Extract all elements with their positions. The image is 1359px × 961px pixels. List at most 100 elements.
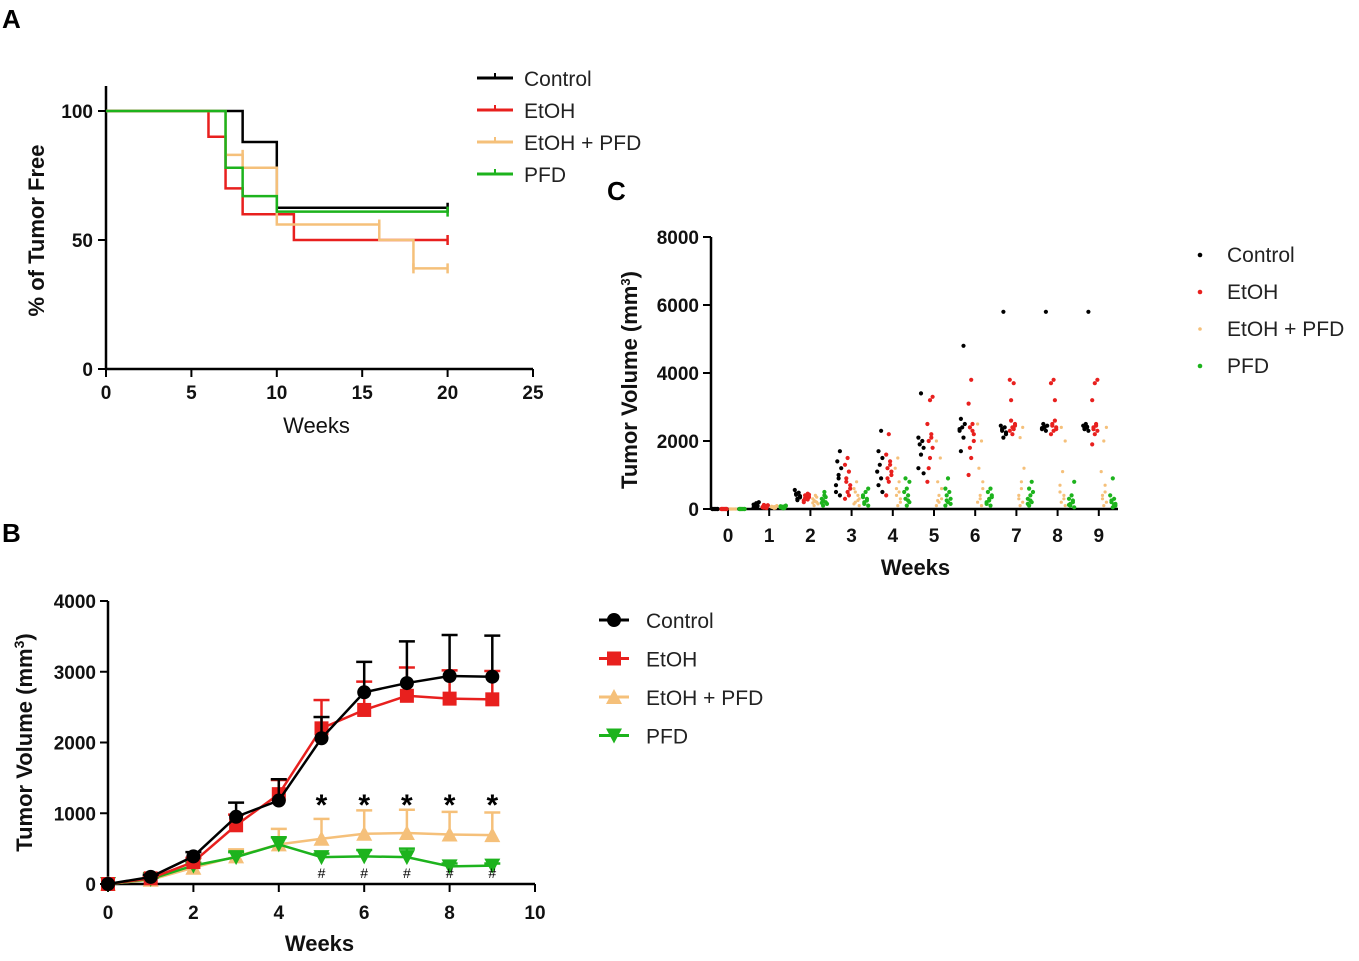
scatter-point-etoh_pfd — [1062, 493, 1066, 497]
scatter-point-pfd — [738, 506, 743, 512]
legend-label-control: Control — [646, 610, 714, 633]
y-tick-label: 3000 — [54, 663, 96, 684]
scatter-point-pfd — [1110, 476, 1115, 481]
significance-hash: # — [318, 865, 326, 881]
scatter-point-etoh_pfd — [1104, 500, 1108, 504]
scatter-point-etoh_pfd — [981, 487, 985, 491]
scatter-point-etoh — [844, 479, 849, 484]
scatter-point-control — [837, 449, 843, 454]
scatter-point-etoh — [845, 455, 850, 461]
scatter-point-control — [1086, 428, 1091, 433]
scatter-point-etoh_pfd — [981, 480, 985, 484]
scatter-point-etoh_pfd — [979, 439, 984, 443]
scatter-point-control — [876, 483, 881, 488]
tumor-volume-scatter-chart: 0 1 2 3 4 5 6 7 8 9 0 2000 4000 6000 8000 Weeks Tumor Vo… — [617, 228, 1344, 580]
scatter-point-etoh_pfd — [1059, 500, 1063, 504]
scatter-point-pfd — [945, 476, 951, 481]
scatter-point-etoh — [1048, 432, 1054, 437]
data-point-control — [357, 685, 372, 700]
data-point-pfd — [484, 858, 501, 874]
scatter-point-etoh_pfd — [940, 487, 944, 491]
scatter-point-pfd — [944, 498, 949, 503]
scatter-point-etoh — [1051, 377, 1056, 382]
significance-hash: # — [488, 865, 496, 881]
scatter-point-etoh — [885, 466, 890, 471]
scatter-point-etoh — [929, 432, 934, 437]
scatter-point-pfd — [822, 489, 827, 495]
scatter-point-pfd — [989, 495, 994, 500]
y-tick-label: 4000 — [657, 364, 699, 385]
scatter-point-etoh — [966, 472, 971, 478]
data-point-control — [186, 849, 201, 864]
scatter-point-pfd — [1028, 493, 1033, 498]
scatter-point-etoh_pfd — [976, 500, 980, 504]
scatter-point-etoh_pfd — [934, 439, 939, 443]
data-point-pfd — [270, 837, 287, 853]
scatter-point-control — [958, 449, 964, 454]
scatter-point-control — [836, 476, 841, 481]
scatter-point-pfd — [823, 495, 828, 500]
scatter-point-pfd — [1070, 498, 1075, 503]
scatter-point-etoh_pfd — [1058, 490, 1062, 494]
scatter-point-etoh — [971, 438, 976, 444]
scatter-point-pfd — [1025, 501, 1030, 506]
scatter-point-pfd — [988, 503, 993, 508]
scatter-point-etoh_pfd — [898, 500, 903, 504]
x-tick-label: 9 — [1094, 526, 1105, 547]
scatter-point-control — [835, 459, 840, 464]
scatter-point-etoh — [1090, 398, 1095, 403]
y-axis-title-sup: 3 — [11, 640, 27, 648]
scatter-point-control — [1042, 424, 1047, 429]
scatter-point-pfd — [948, 496, 953, 501]
y-tick-label: 6000 — [657, 296, 699, 317]
x-tick-label: 0 — [101, 383, 112, 404]
x-tick-label: 2 — [188, 903, 199, 924]
scatter-point-pfd — [864, 498, 870, 503]
legend-label-etoh: EtOH — [1227, 281, 1278, 304]
scatter-point-control — [998, 423, 1003, 428]
scatter-point-etoh_pfd — [977, 466, 981, 470]
scatter-point-etoh — [971, 432, 976, 437]
scatter-point-etoh_pfd — [1103, 490, 1107, 494]
x-tick-label: 0 — [723, 526, 734, 547]
x-axis-title: Weeks — [283, 413, 350, 438]
scatter-point-etoh — [846, 493, 852, 498]
scatter-point-etoh — [1094, 423, 1099, 428]
legend-label-pfd: PFD — [646, 726, 688, 749]
scatter-point-pfd — [947, 489, 952, 495]
scatter-point-control — [792, 487, 797, 493]
scatter-point-control — [961, 343, 966, 348]
scatter-point-etoh_pfd — [1104, 425, 1108, 429]
scatter-point-control — [875, 469, 880, 474]
scatter-point-control — [797, 495, 803, 500]
scatter-point-etoh — [1009, 418, 1014, 423]
scatter-point-etoh — [969, 455, 974, 461]
legend-label-control: Control — [524, 68, 592, 91]
scatter-point-etoh_pfd — [1019, 487, 1024, 491]
scatter-point-control — [836, 472, 841, 478]
scatter-point-control — [833, 489, 839, 495]
x-tick-label: 5 — [186, 383, 197, 404]
legend-label-pfd: PFD — [1227, 355, 1269, 378]
scatter-point-control — [879, 476, 884, 481]
scatter-point-etoh — [1011, 381, 1016, 386]
scatter-point-etoh_pfd — [1059, 425, 1063, 429]
scatter-point-etoh_pfd — [937, 493, 941, 497]
legend-marker-etoh_pfd — [606, 689, 622, 704]
scatter-point-etoh — [930, 445, 935, 450]
x-tick-label: 8 — [1052, 526, 1063, 547]
y-axis-title-sup: 3 — [618, 278, 633, 285]
legend-marker-etoh — [607, 651, 621, 666]
scatter-point-pfd — [1028, 498, 1033, 503]
scatter-point-etoh_pfd — [976, 422, 980, 426]
scatter-point-control — [962, 421, 967, 427]
scatter-point-etoh_pfd — [894, 493, 899, 497]
legend-label-etoh_pfd: EtOH + PFD — [524, 132, 641, 155]
y-tick-label: 100 — [61, 102, 93, 123]
scatter-point-control — [921, 471, 926, 476]
tumor-volume-line-chart: 0 2 4 6 8 10 0 1000 2000 3000 4000 Weeks Tumor Volum… — [11, 592, 763, 956]
data-point-control — [229, 809, 244, 824]
scatter-point-etoh — [1011, 427, 1016, 432]
scatter-point-etoh — [1052, 398, 1057, 403]
scatter-point-pfd — [904, 486, 909, 491]
